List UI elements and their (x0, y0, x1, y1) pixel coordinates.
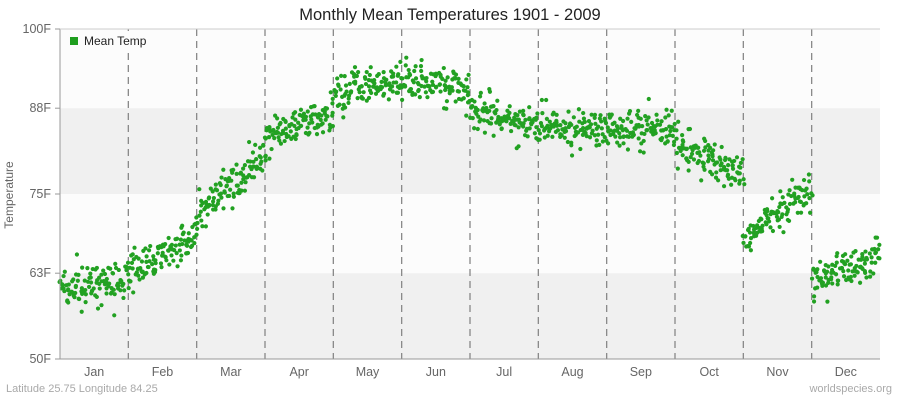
svg-text:Jun: Jun (426, 365, 446, 379)
svg-text:Jan: Jan (84, 365, 104, 379)
svg-text:Sep: Sep (630, 365, 652, 379)
svg-text:Jul: Jul (496, 365, 512, 379)
svg-text:Apr: Apr (289, 365, 308, 379)
svg-text:88F: 88F (29, 101, 51, 115)
svg-text:63F: 63F (29, 266, 51, 280)
svg-text:50F: 50F (29, 352, 51, 366)
svg-text:Dec: Dec (835, 365, 857, 379)
svg-text:75F: 75F (29, 187, 51, 201)
svg-text:Nov: Nov (766, 365, 789, 379)
svg-text:Aug: Aug (561, 365, 583, 379)
svg-text:May: May (356, 365, 380, 379)
svg-text:Feb: Feb (152, 365, 174, 379)
svg-text:100F: 100F (23, 22, 52, 36)
svg-text:Mar: Mar (220, 365, 242, 379)
svg-text:Oct: Oct (699, 365, 719, 379)
